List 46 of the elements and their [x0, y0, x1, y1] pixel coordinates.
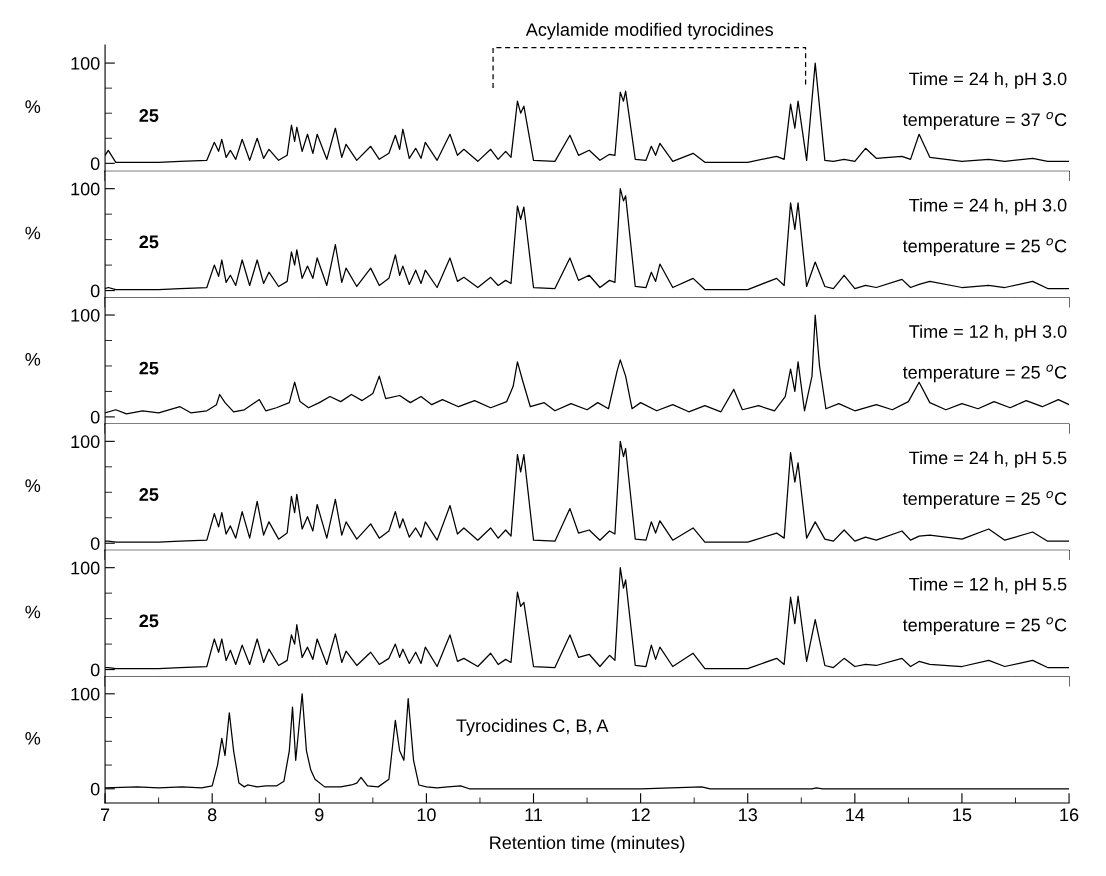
y-axis-title: %	[25, 100, 41, 113]
annotation: Time = 24 h, pH 3.0	[909, 71, 1067, 89]
y-axis-title: %	[25, 353, 41, 366]
y-axis-title: %	[25, 226, 41, 240]
x-tick-label: 8	[207, 808, 217, 822]
y-tick-label: 0	[90, 537, 100, 550]
x-tick-label: 10	[417, 808, 436, 822]
annotation: Tyrocidines C, B, A	[456, 718, 609, 736]
y-tick-label: 100	[71, 561, 100, 575]
annotation: temperature = 37 $^{o}$C	[902, 111, 1067, 130]
y-tick-label: 0	[90, 284, 100, 298]
y-tick-label: 0	[90, 663, 100, 677]
annotation: 25	[139, 235, 159, 249]
annotation: temperature = 25 $^{o}$C	[902, 490, 1067, 509]
annotation: 25	[139, 614, 159, 628]
x-tick-label: 11	[525, 808, 543, 821]
x-axis-title: Retention time (minutes)	[490, 835, 685, 853]
annotation: temperature = 25 $^{o}$C	[902, 617, 1067, 635]
y-tick-label: 100	[71, 687, 100, 701]
annotation: Time = 24 h, pH 5.5	[909, 450, 1067, 468]
annotation: 25	[139, 488, 159, 501]
y-tick-label: 0	[90, 157, 100, 171]
x-tick-label: 9	[315, 808, 324, 822]
y-tick-label: 0	[90, 410, 100, 424]
y-tick-label: 0	[90, 782, 100, 796]
chart-title: Acylamide modified tyrocidines	[525, 22, 774, 40]
annotation: Time = 12 h, pH 3.0	[909, 324, 1067, 342]
y-tick-label: 100	[71, 308, 100, 322]
y-axis-title: %	[25, 479, 41, 492]
annotation: Time = 12 h, pH 5.5	[909, 577, 1067, 595]
x-tick-label: 16	[1060, 808, 1079, 822]
annotation: temperature = 25 $^{o}$C	[902, 238, 1067, 256]
annotation: 25	[139, 109, 159, 122]
annotation: 25	[139, 361, 159, 375]
y-tick-label: 100	[71, 435, 100, 449]
x-tick-label: 7	[100, 808, 110, 821]
y-axis-title: %	[25, 732, 41, 745]
x-tick-label: 13	[739, 808, 757, 822]
x-tick-label: 15	[953, 808, 972, 822]
x-tick-label: 12	[631, 808, 650, 821]
x-tick-label: 14	[846, 808, 865, 821]
annotation: temperature = 25 $^{o}$C	[902, 364, 1067, 383]
y-axis-title: %	[25, 605, 41, 619]
y-tick-label: 100	[71, 57, 100, 70]
annotation: Time = 24 h, pH 3.0	[909, 198, 1067, 216]
y-tick-label: 100	[71, 182, 100, 196]
